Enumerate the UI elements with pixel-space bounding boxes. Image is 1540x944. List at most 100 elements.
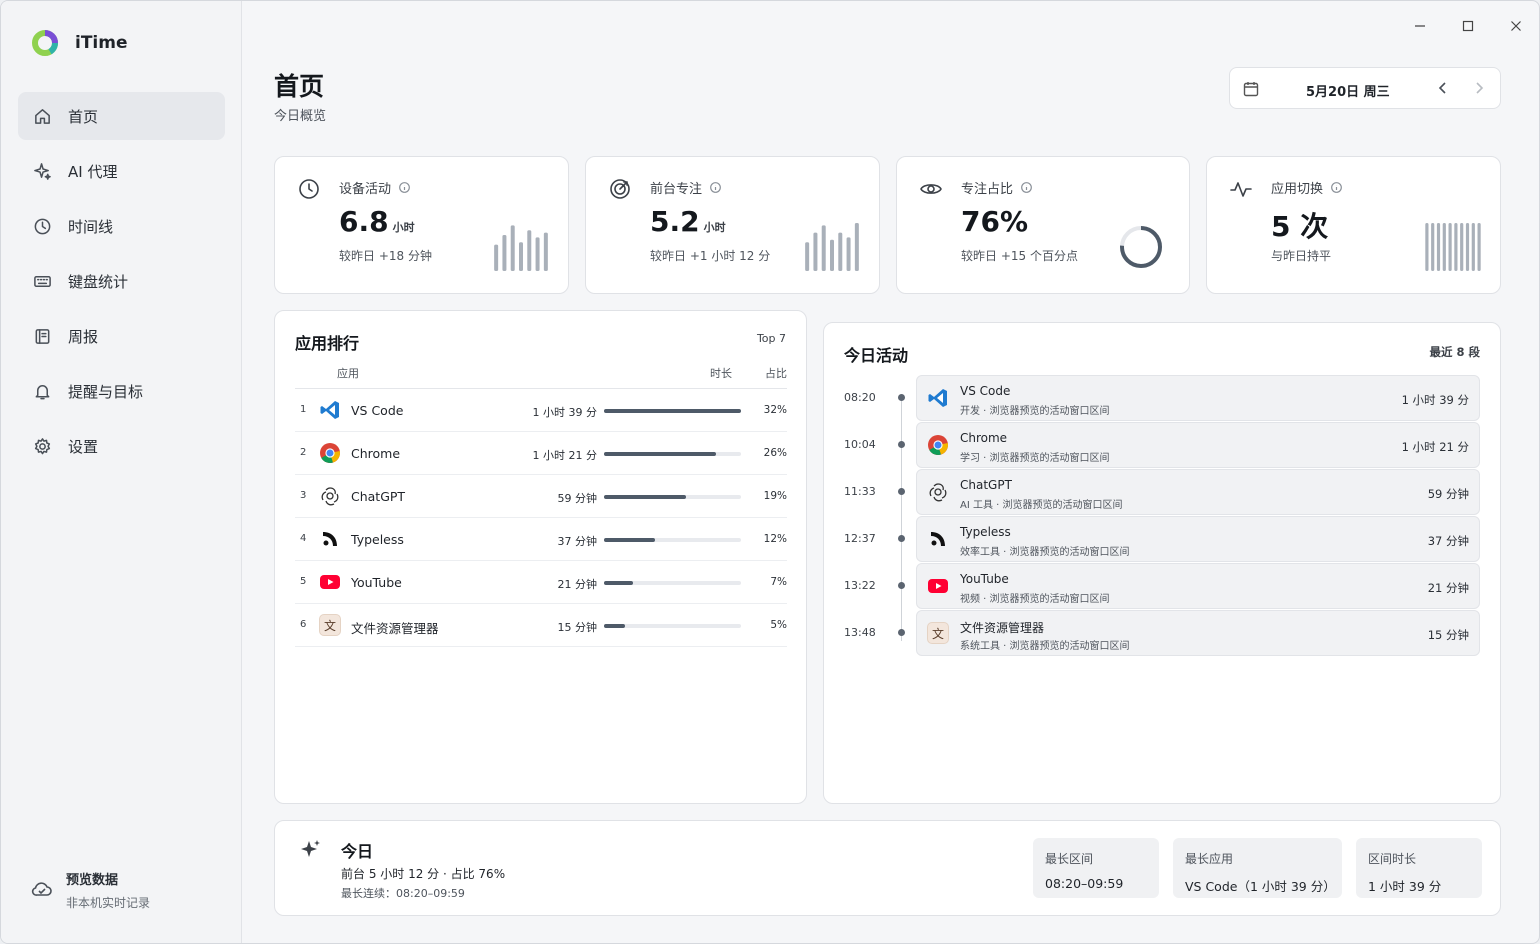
summary-box-longest-interval: 最长区间 08:20–09:59 [1033, 838, 1159, 898]
page-title: 首页 [274, 72, 325, 101]
app-name: 文件资源管理器 [351, 621, 439, 636]
vscode-icon [927, 387, 949, 409]
sidebar-item-home[interactable]: 首页 [18, 92, 225, 140]
timeline-row: 13:22 YouTube 视频 · 浏览器预览的活动窗口区间 21 分钟 [824, 563, 1500, 609]
rank-index: 4 [300, 533, 307, 544]
close-button[interactable] [1505, 15, 1527, 37]
timeline-description: 效率工具 · 浏览器预览的活动窗口区间 [960, 547, 1130, 558]
stat-number: 5 次 [1271, 210, 1329, 243]
info-icon[interactable] [1021, 182, 1032, 193]
timeline-dot [898, 582, 905, 589]
timeline-app-name: VS Code [960, 384, 1011, 398]
date-picker[interactable]: 5月20日 周三 [1229, 67, 1501, 109]
eye-icon [919, 177, 943, 201]
stat-label: 前台专注 [650, 178, 721, 197]
summary-box-key: 区间时长 [1368, 852, 1417, 866]
share-bar-fill [604, 538, 655, 542]
app-share: 32% [763, 404, 787, 416]
app-duration: 21 分钟 [557, 578, 598, 591]
mini-bar-chart [1425, 223, 1481, 271]
calendar-icon [1242, 80, 1260, 98]
share-bar [604, 495, 741, 499]
summary-box-key: 最长区间 [1045, 852, 1094, 866]
sidebar-item-timeline[interactable]: 时间线 [18, 202, 225, 250]
sidebar-item-label: 设置 [68, 437, 99, 456]
stat-label: 专注占比 [961, 178, 1032, 197]
rank-index: 1 [300, 404, 307, 415]
column-duration: 时长 [710, 367, 732, 380]
share-bar-fill [604, 409, 741, 413]
timeline-item[interactable]: VS Code 开发 · 浏览器预览的活动窗口区间 1 小时 39 分 [916, 375, 1480, 421]
brand: iTime [31, 29, 128, 57]
preview-data-status: 预览数据 非本机实时记录 [30, 869, 150, 911]
share-bar-fill [604, 495, 687, 499]
sidebar-item-reminders[interactable]: 提醒与目标 [18, 367, 225, 415]
stat-card-focus-ratio: 专注占比 76% 较昨日 +15 个百分点 [896, 156, 1190, 294]
stat-label: 设备活动 [339, 178, 410, 197]
maximize-button[interactable] [1457, 15, 1479, 37]
vscode-icon [319, 399, 341, 421]
sidebar-nav: 首页 AI 代理 时间线 键盘统计 周报 提醒与目标 [18, 92, 225, 477]
stat-number: 5.2 [650, 205, 700, 238]
mini-bar [519, 242, 523, 271]
mini-bar [805, 242, 810, 271]
preview-data-title: 预览数据 [66, 873, 119, 888]
sidebar-item-label: 首页 [68, 107, 99, 126]
sidebar-item-weekly-report[interactable]: 周报 [18, 312, 225, 360]
summary-box-value: 08:20–09:59 [1045, 876, 1124, 891]
app-share: 26% [763, 447, 787, 459]
rank-index: 2 [300, 447, 307, 458]
sidebar-item-keyboard[interactable]: 键盘统计 [18, 257, 225, 305]
timeline-item[interactable]: Chrome 学习 · 浏览器预览的活动窗口区间 1 小时 21 分 [916, 422, 1480, 468]
timeline-description: AI 工具 · 浏览器预览的活动窗口区间 [960, 500, 1123, 511]
sidebar-item-settings[interactable]: 设置 [18, 422, 225, 470]
stat-number: 6.8 [339, 205, 389, 238]
home-icon [32, 106, 52, 126]
ranking-row[interactable]: 6 文文件资源管理器 15 分钟 5% [295, 604, 787, 647]
app-name: Chrome [351, 446, 401, 461]
info-icon[interactable] [1331, 182, 1342, 193]
ring-progress [1120, 226, 1162, 268]
mini-bar [1448, 223, 1452, 271]
mini-bar-chart [805, 223, 859, 271]
minimize-button[interactable] [1409, 15, 1431, 37]
mini-bar [1465, 223, 1470, 271]
keyboard-icon [32, 271, 52, 291]
ranking-row[interactable]: 1 VS Code 1 小时 39 分 32% [295, 389, 787, 432]
previous-day-button[interactable] [1435, 80, 1453, 98]
stat-unit: 小时 [392, 221, 415, 234]
stat-label-text: 前台专注 [650, 182, 703, 197]
info-icon[interactable] [710, 182, 721, 193]
timeline-description: 学习 · 浏览器预览的活动窗口区间 [960, 453, 1110, 464]
timeline-item[interactable]: Typeless 效率工具 · 浏览器预览的活动窗口区间 37 分钟 [916, 516, 1480, 562]
timeline-item[interactable]: ChatGPT AI 工具 · 浏览器预览的活动窗口区间 59 分钟 [916, 469, 1480, 515]
ranking-row[interactable]: 5 YouTube 21 分钟 7% [295, 561, 787, 604]
timeline-item[interactable]: 文文件资源管理器 系统工具 · 浏览器预览的活动窗口区间 15 分钟 [916, 610, 1480, 656]
sparkle-icon [299, 838, 323, 862]
stat-diff: 与昨日持平 [1271, 249, 1332, 263]
ranking-row[interactable]: 3 ChatGPT 59 分钟 19% [295, 475, 787, 518]
youtube-icon [319, 571, 341, 593]
summary-box-value: VS Code（1 小时 39 分） [1185, 879, 1336, 894]
clock-icon [32, 216, 52, 236]
today-activity-card: 今日活动 最近 8 段 08:20 VS Code 开发 · 浏览器预览的活动窗口区… [823, 322, 1501, 804]
mini-bar [830, 239, 834, 271]
timeline-item[interactable]: YouTube 视频 · 浏览器预览的活动窗口区间 21 分钟 [916, 563, 1480, 609]
sidebar-item-ai-agent[interactable]: AI 代理 [18, 147, 225, 195]
timeline-row: 08:20 VS Code 开发 · 浏览器预览的活动窗口区间 1 小时 39 分 [824, 375, 1500, 421]
app-name: VS Code [351, 403, 404, 418]
chrome-icon [319, 442, 341, 464]
ranking-row[interactable]: 2 Chrome 1 小时 21 分 26% [295, 432, 787, 475]
summary-title: 今日 [341, 842, 374, 861]
stat-label-text: 专注占比 [961, 182, 1014, 197]
date-label: 5月20日 周三 [1306, 85, 1390, 100]
ranking-row[interactable]: 4 Typeless 37 分钟 12% [295, 518, 787, 561]
timeline-dot [898, 394, 905, 401]
bell-icon [32, 381, 52, 401]
ranking-table-header: 应用 时长 占比 [295, 363, 787, 389]
app-duration: 37 分钟 [557, 535, 598, 548]
app-ranking-card: 应用排行 Top 7 应用 时长 占比 1 VS Code 1 小时 39 分 32%… [274, 310, 807, 804]
next-day-button[interactable] [1471, 80, 1489, 98]
info-icon[interactable] [399, 182, 410, 193]
stat-value: 76% [961, 205, 1028, 238]
